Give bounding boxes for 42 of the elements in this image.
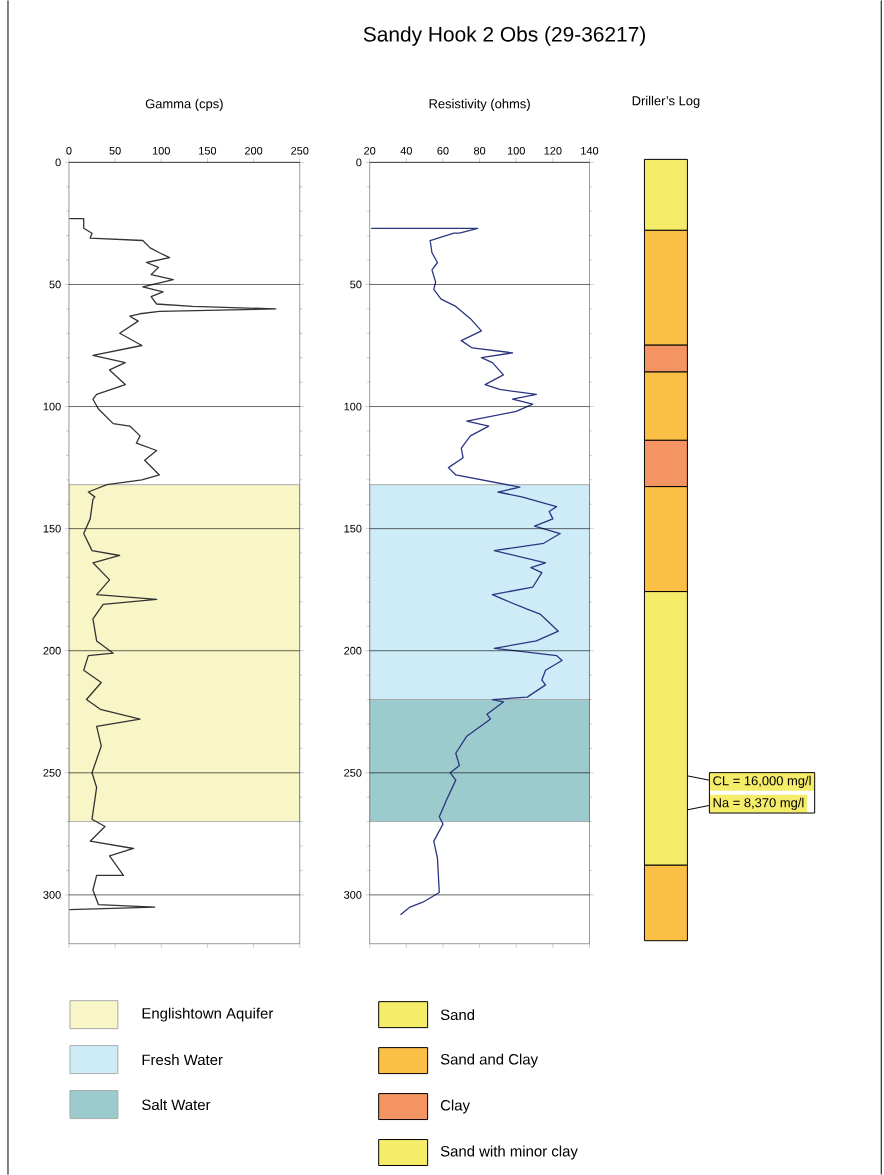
text: Na = 8,370 mg/l (713, 797, 804, 810)
legend-label: Sand and Clay (440, 1053, 538, 1068)
legend-label: Sand with minor clay (440, 1145, 578, 1160)
y-tick-label: 250 (43, 768, 61, 777)
x-tick-label: 120 (544, 146, 562, 155)
x-tick-label: 100 (152, 146, 170, 155)
y-tick-label: 200 (344, 646, 362, 655)
y-tick-label: 50 (49, 280, 61, 289)
legend-label: Fresh Water (142, 1054, 223, 1066)
y-tick-label: 300 (343, 891, 362, 899)
x-tick-label: 100 (507, 146, 525, 155)
line-series (69, 217, 277, 911)
x-tick-label: 250 (291, 146, 309, 155)
x-tick-label: 40 (400, 146, 412, 155)
y-tick-label: 150 (43, 524, 61, 533)
y-tick-label: 100 (344, 402, 362, 411)
x-tick-label: 200 (244, 146, 263, 155)
x-tick-label: 150 (199, 146, 217, 155)
x-tick-label: 0 (66, 146, 72, 155)
x-tick-label: 140 (581, 146, 599, 155)
y-tick-label: 250 (344, 768, 362, 777)
y-tick-label: 200 (43, 646, 61, 655)
legend-label: Sand (440, 1009, 474, 1021)
x-tick-label: 60 (437, 146, 449, 155)
x-tick-label: 20 (364, 146, 376, 155)
chart-title: Sandy Hook 2 Obs (29-36217) (363, 26, 645, 46)
line-series (370, 227, 563, 916)
x-tick-label: 50 (109, 146, 121, 155)
x-axis-title: Driller’s Log (632, 95, 700, 108)
legend-label: Englishtown Aquifer (142, 1007, 273, 1022)
y-tick-label: 150 (344, 524, 362, 533)
y-tick-label: 50 (350, 280, 362, 289)
text: CL = 16,000 mg/l (713, 775, 811, 788)
legend-label: Clay (440, 1099, 470, 1114)
x-axis-title: Resistivity (ohms) (429, 98, 530, 111)
x-axis-title: Gamma (cps) (145, 98, 223, 111)
x-tick-label: 80 (473, 146, 486, 155)
y-tick-label: 0 (55, 158, 61, 167)
y-tick-label: 0 (356, 158, 362, 167)
y-tick-label: 100 (43, 402, 61, 411)
legend-label: Salt Water (141, 1099, 211, 1111)
y-tick-label: 300 (43, 891, 61, 899)
